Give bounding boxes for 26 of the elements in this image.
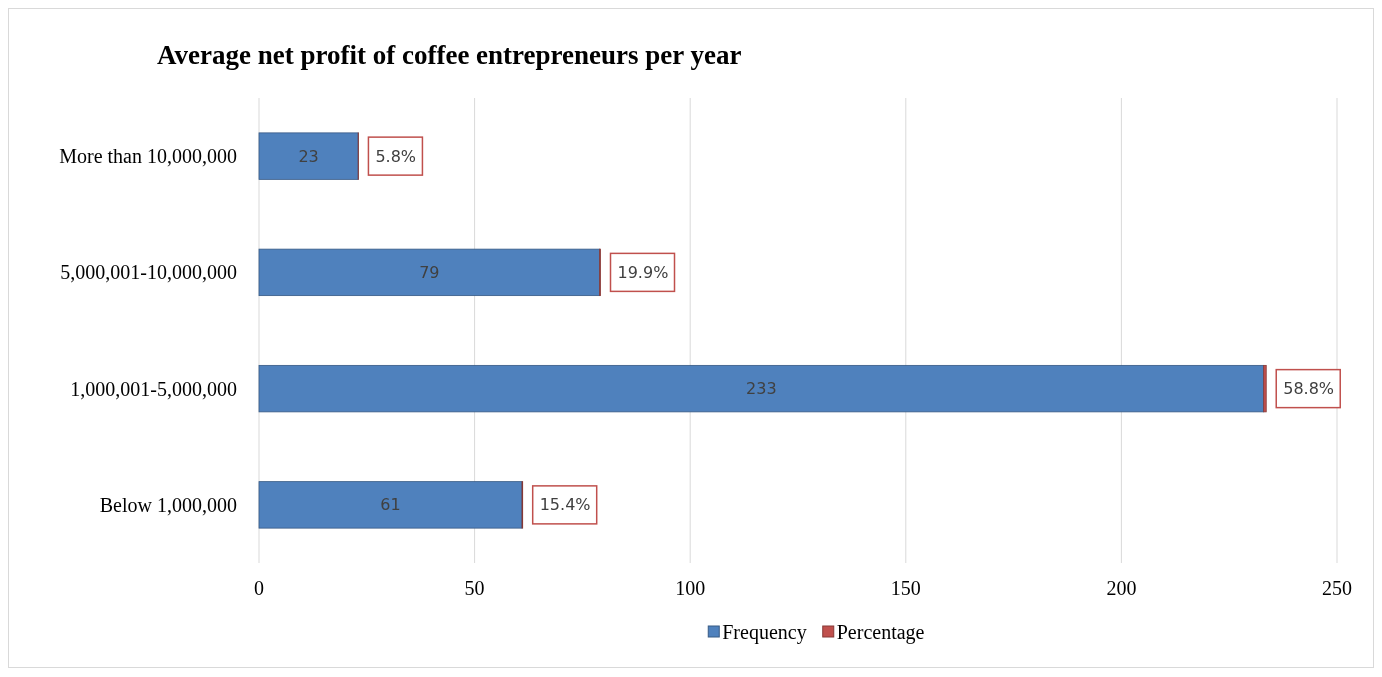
data-label: 5.8% (375, 146, 417, 166)
x-tick-label: 50 (464, 577, 485, 599)
y-tick-label: 1,000,001-5,000,000 (70, 377, 237, 400)
legend-label: Percentage (836, 621, 925, 644)
x-tick-label: 100 (675, 577, 706, 599)
data-label: 19.9% (617, 262, 669, 282)
x-tick-label: 200 (1106, 577, 1137, 599)
data-label: 23 (298, 146, 319, 166)
data-label: 58.8% (1283, 379, 1335, 399)
chart-title: Average net profit of coffee entrepreneurs per year (157, 40, 742, 70)
y-tick-label: More than 10,000,000 (59, 145, 237, 168)
x-tick-label: 250 (1322, 577, 1352, 599)
bar (258, 481, 523, 529)
bar (258, 248, 601, 297)
x-tick-label: 150 (890, 577, 921, 599)
data-label: 79 (419, 262, 440, 282)
data-label: 61 (380, 495, 401, 515)
x-tick-label: 0 (254, 577, 264, 599)
bar (258, 364, 1265, 413)
y-tick-label: Below 1,000,000 (99, 493, 237, 516)
bar (1263, 364, 1267, 413)
bar (258, 132, 359, 180)
data-label: 15.4% (539, 495, 591, 515)
y-tick-label: 5,000,001-10,000,000 (60, 261, 237, 284)
data-label: 233 (746, 379, 777, 399)
legend-label: Frequency (722, 621, 807, 644)
